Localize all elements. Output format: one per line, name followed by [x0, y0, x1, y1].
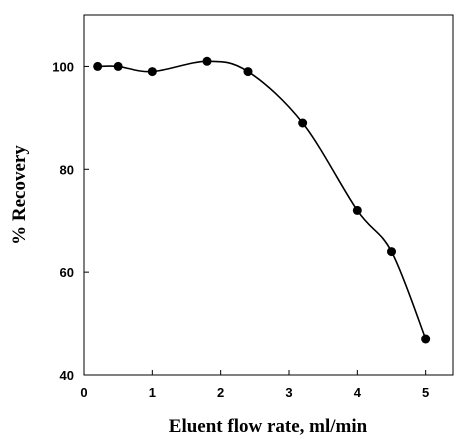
y-axis-ticks: 40 60 80 100 [52, 59, 89, 383]
x-tick-label: 0 [80, 385, 87, 400]
x-tick-label: 5 [422, 385, 429, 400]
data-point [421, 334, 431, 344]
x-axis-ticks: 0 1 2 3 4 5 [80, 370, 429, 400]
x-axis-title: Eluent flow rate, ml/min [169, 416, 368, 437]
data-point [113, 61, 123, 71]
y-tick-label: 40 [60, 368, 74, 383]
series-line [97, 60, 427, 340]
y-tick-label: 60 [60, 265, 74, 280]
data-point [387, 247, 396, 257]
data-point [352, 205, 362, 215]
x-tick-label: 2 [217, 385, 224, 400]
x-tick-label: 4 [354, 385, 362, 400]
data-point [147, 67, 157, 77]
y-tick-label: 80 [60, 162, 74, 177]
x-tick-label: 1 [149, 385, 156, 400]
data-points [93, 56, 431, 344]
data-point [93, 61, 103, 71]
data-point [243, 67, 253, 77]
data-point [298, 118, 308, 128]
data-point [202, 56, 212, 66]
y-tick-label: 100 [52, 59, 74, 74]
plot-frame [83, 14, 454, 376]
x-tick-label: 3 [285, 385, 292, 400]
y-axis-title: % Recovery [9, 145, 30, 245]
